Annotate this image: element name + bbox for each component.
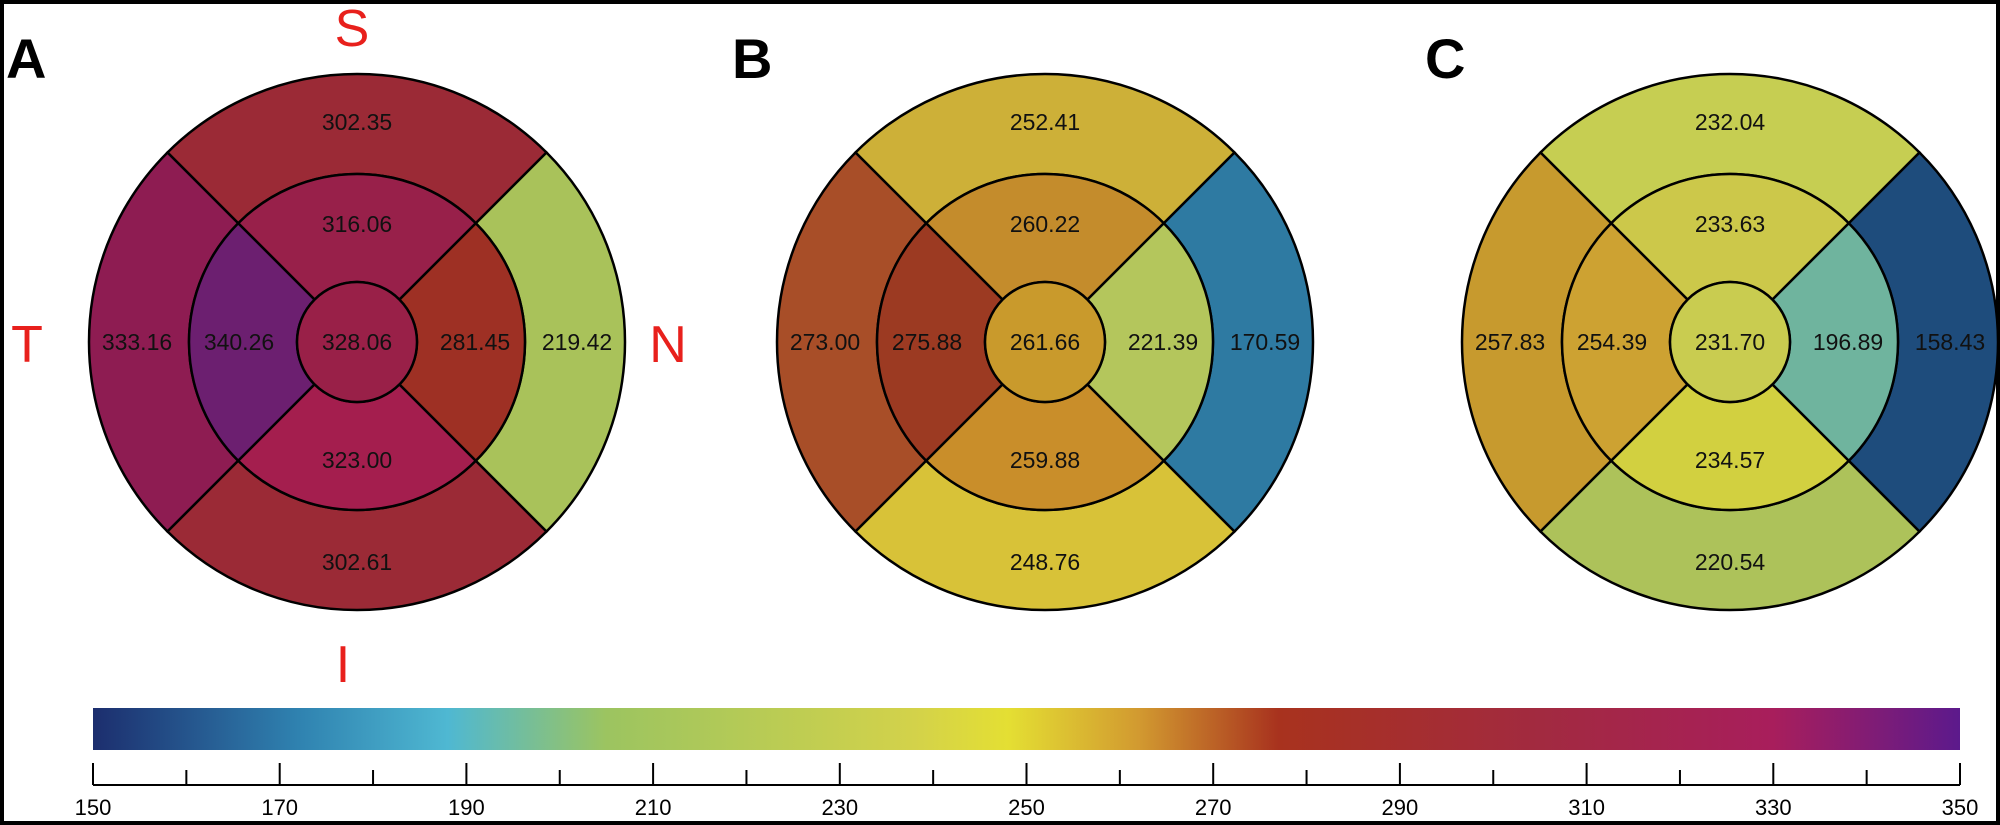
- value-outer-inferior-a: 302.61: [322, 549, 392, 575]
- value-outer-temporal-a: 333.16: [102, 329, 172, 355]
- colorbar-ticks: 150 170 190 210 230 250 270 290 310 330 350: [75, 763, 1979, 820]
- value-outer-temporal-c: 257.83: [1475, 329, 1545, 355]
- colorbar-tick-label: 310: [1568, 795, 1605, 820]
- value-center-c: 231.70: [1695, 329, 1765, 355]
- value-inner-inferior-b: 259.88: [1010, 447, 1080, 473]
- colorbar-tick-label: 270: [1195, 795, 1232, 820]
- value-inner-nasal-c: 196.89: [1813, 329, 1883, 355]
- colorbar: 150 170 190 210 230 250 270 290 310 330 350: [75, 708, 1979, 820]
- direction-label-nasal: N: [649, 316, 687, 374]
- value-center-a: 328.06: [322, 329, 392, 355]
- colorbar-gradient: [93, 708, 1960, 750]
- value-outer-nasal-a: 219.42: [542, 329, 612, 355]
- value-inner-superior-b: 260.22: [1010, 211, 1080, 237]
- colorbar-tick-label: 250: [1008, 795, 1045, 820]
- colorbar-tick-label: 230: [821, 795, 858, 820]
- colorbar-tick-label: 210: [635, 795, 672, 820]
- value-outer-superior-c: 232.04: [1695, 109, 1766, 135]
- colorbar-tick-label: 350: [1942, 795, 1979, 820]
- value-inner-inferior-c: 234.57: [1695, 447, 1765, 473]
- panel-a: A 328.06 316.06 302.35 340.26 333.16 323.00 30…: [6, 27, 627, 612]
- value-inner-temporal-c: 254.39: [1577, 329, 1647, 355]
- value-outer-nasal-b: 170.59: [1230, 329, 1300, 355]
- value-outer-inferior-c: 220.54: [1695, 549, 1766, 575]
- value-center-b: 261.66: [1010, 329, 1080, 355]
- value-outer-superior-b: 252.41: [1010, 109, 1080, 135]
- colorbar-tick-label: 190: [448, 795, 485, 820]
- value-inner-inferior-a: 323.00: [322, 447, 392, 473]
- panel-letter-c: C: [1425, 27, 1465, 90]
- value-outer-inferior-b: 248.76: [1010, 549, 1080, 575]
- colorbar-tick-label: 150: [75, 795, 112, 820]
- sector-center-a: [295, 280, 419, 404]
- sector-center-b: [983, 280, 1107, 404]
- sector-center-c: [1668, 280, 1792, 404]
- panel-c: C 231.70 233.63 232.04 254.39 257.83 234.57 22…: [1425, 27, 2000, 612]
- value-inner-superior-a: 316.06: [322, 211, 392, 237]
- colorbar-tick-label: 330: [1755, 795, 1792, 820]
- value-inner-nasal-b: 221.39: [1128, 329, 1198, 355]
- thickness-map-b: 261.66 260.22 252.41 275.88 273.00 259.88 248.…: [775, 72, 1315, 612]
- direction-label-superior: S: [335, 0, 370, 58]
- panel-letter-a: A: [6, 27, 46, 90]
- value-inner-temporal-a: 340.26: [204, 329, 274, 355]
- panel-letter-b: B: [732, 27, 772, 90]
- value-inner-nasal-a: 281.45: [440, 329, 510, 355]
- value-outer-temporal-b: 273.00: [790, 329, 860, 355]
- thickness-map-a: 328.06 316.06 302.35 340.26 333.16 323.00 302.…: [87, 72, 627, 612]
- value-outer-superior-a: 302.35: [322, 109, 392, 135]
- colorbar-tick-label: 170: [261, 795, 298, 820]
- direction-label-inferior: I: [336, 636, 350, 694]
- thickness-map-c: 231.70 233.63 232.04 254.39 257.83 234.57 220.…: [1460, 72, 2000, 612]
- value-inner-superior-c: 233.63: [1695, 211, 1765, 237]
- value-outer-nasal-c: 158.43: [1915, 329, 1985, 355]
- panel-b: B 261.66 260.22 252.41 275.88 273.00 259.88 24…: [732, 27, 1315, 612]
- direction-label-temporal: T: [11, 316, 43, 374]
- value-inner-temporal-b: 275.88: [892, 329, 962, 355]
- colorbar-tick-label: 290: [1382, 795, 1419, 820]
